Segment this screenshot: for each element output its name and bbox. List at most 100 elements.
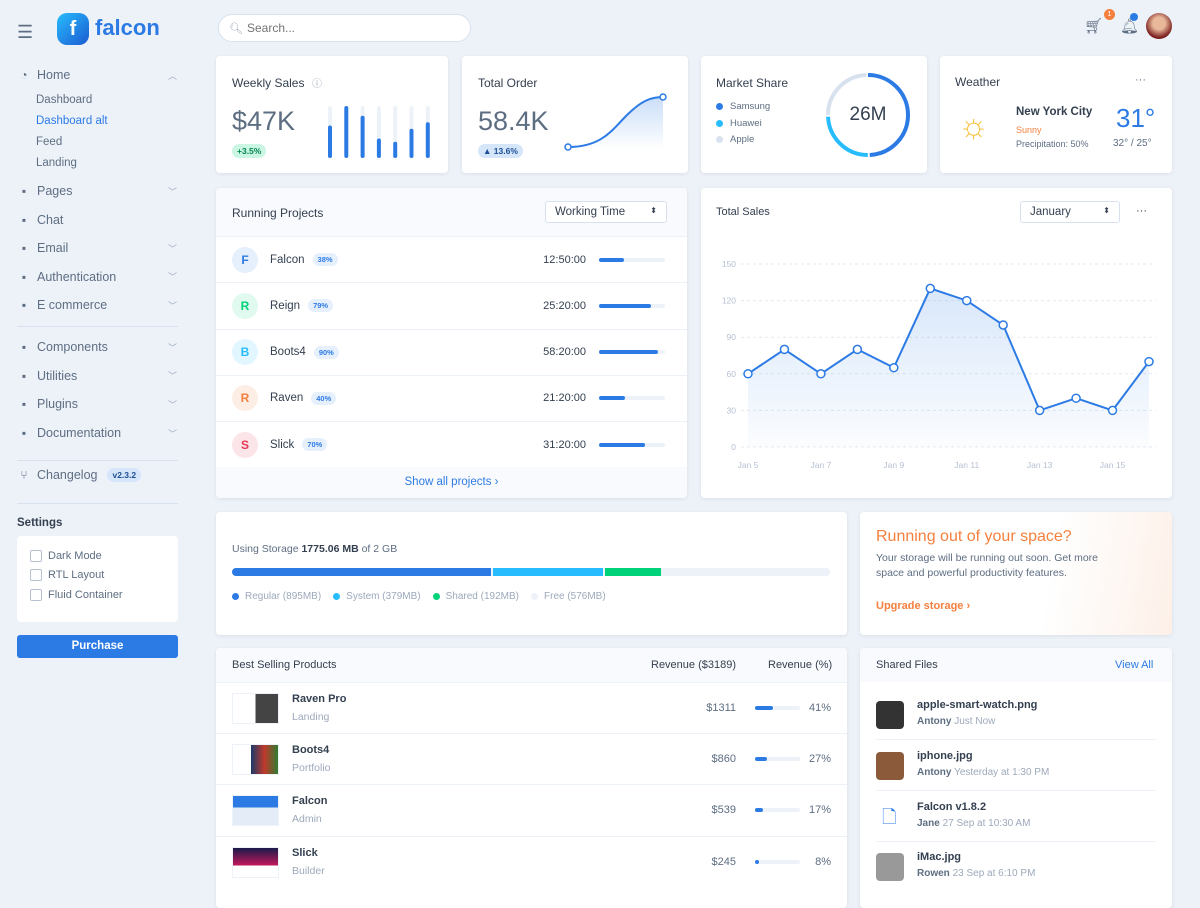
storage-legend-item: Regular (895MB) [232, 591, 321, 602]
sales-point[interactable] [889, 362, 899, 373]
project-row[interactable]: S Slick 70% 31:20:00 [216, 421, 687, 467]
storage-used: 1775.06 MB [301, 543, 359, 555]
sales-point[interactable] [1034, 405, 1045, 416]
setting-dark-mode[interactable]: Dark Mode [30, 546, 165, 566]
sidebar-item-authentication[interactable]: ▪ Authentication ﹀ [17, 270, 177, 284]
shared-file-row[interactable]: iMac.jpg Rowen 23 Sep at 6:10 PM [876, 841, 1156, 892]
sidebar-item-label: Changelog [37, 468, 98, 482]
project-time: 31:20:00 [543, 438, 586, 451]
avatar[interactable] [1146, 13, 1172, 39]
shared-file-row[interactable]: 🗋︎ Falcon v1.8.2 Jane 27 Sep at 10:30 AM [876, 791, 1156, 842]
sidebar-sub-dashboard-alt[interactable]: Dashboard alt [36, 115, 108, 127]
search-box[interactable]: 🔍︎ [218, 14, 471, 42]
checkbox[interactable] [30, 549, 42, 562]
file-name[interactable]: iMac.jpg [917, 851, 962, 864]
storage-legend: Regular (895MB) System (379MB) Shared (192… [232, 591, 606, 602]
sidebar-item-utilities[interactable]: ▪ Utilities ﹀ [17, 369, 177, 383]
sales-point[interactable] [998, 320, 1008, 330]
column-header-revenue[interactable]: Revenue ($3189) [651, 659, 737, 671]
sales-point[interactable] [816, 369, 826, 379]
more-options-icon[interactable]: ··· [1136, 205, 1147, 217]
product-row[interactable]: Raven Pro Landing $1311 41% [216, 682, 847, 733]
product-revenue-bar [755, 859, 800, 864]
column-header-revenue-pct[interactable]: Revenue (%) [768, 659, 833, 671]
legend-item: Samsung [716, 101, 770, 112]
view-all-link[interactable]: View All [1115, 659, 1154, 671]
product-name[interactable]: Slick [292, 846, 318, 859]
cart-count-badge: 1 [1104, 9, 1115, 20]
sales-point[interactable] [1071, 393, 1081, 403]
product-type: Admin [292, 813, 322, 826]
sidebar-item-chat[interactable]: ▪ Chat [17, 213, 177, 227]
sidebar-sub-landing[interactable]: Landing [36, 157, 77, 169]
sidebar-item-plugins[interactable]: ▪ Plugins ﹀ [17, 397, 177, 411]
product-name[interactable]: Falcon [292, 795, 328, 808]
legend-label: Free (576MB) [544, 591, 606, 602]
project-row[interactable]: R Reign 79% 25:20:00 [216, 282, 687, 328]
project-avatar: F [232, 246, 258, 273]
search-input[interactable] [246, 21, 447, 35]
weather-temp: 31° [1116, 103, 1156, 133]
sidebar-item-home[interactable]: ◔ Home ︿ [17, 68, 177, 82]
month-select[interactable]: January ⬍ [1020, 201, 1120, 223]
cart-icon[interactable]: 🛒︎ [1084, 18, 1102, 35]
project-row[interactable]: R Raven 40% 21:20:00 [216, 374, 687, 421]
shared-file-row[interactable]: iphone.jpg Antony Yesterday at 1:30 PM [876, 740, 1156, 791]
more-options-icon[interactable]: ··· [1135, 74, 1146, 86]
sidebar-item-changelog[interactable]: ⑂ Changelog v2.3.2 [17, 468, 177, 482]
bell-icon[interactable]: 🔔︎ [1120, 18, 1140, 35]
checkbox[interactable] [30, 588, 42, 601]
project-avatar: R [232, 292, 258, 319]
upgrade-storage-link[interactable]: Upgrade storage › [876, 600, 971, 612]
storage-segment [663, 568, 830, 576]
sidebar-sub-feed[interactable]: Feed [36, 136, 63, 148]
sidebar-item-pages[interactable]: ▪ Pages ﹀ [17, 184, 177, 198]
sales-point[interactable] [743, 369, 753, 379]
setting-rtl-layout[interactable]: RTL Layout [30, 566, 165, 586]
sales-point[interactable] [852, 344, 863, 355]
file-name[interactable]: apple-smart-watch.png [917, 699, 1038, 711]
project-name: Boots4 [270, 346, 306, 359]
product-row[interactable]: Slick Builder $245 8% [216, 835, 847, 887]
product-row[interactable]: Boots4 Portfolio $860 27% [216, 733, 847, 784]
product-name[interactable]: Raven Pro [292, 693, 347, 705]
brand-name[interactable]: falcon [95, 15, 160, 40]
project-name: Raven [270, 392, 304, 405]
sales-point[interactable] [779, 344, 790, 355]
sidebar-sub-dashboard[interactable]: Dashboard [36, 94, 93, 106]
falcon-logo-icon[interactable]: f [57, 13, 89, 45]
weekly-sales-card: Weekly Sales ⓘ $47K +3.5% [216, 56, 448, 173]
file-name[interactable]: Falcon v1.8.2 [917, 800, 987, 813]
sidebar-item-email[interactable]: ▪ Email ﹀ [17, 241, 177, 255]
sales-point[interactable] [1107, 405, 1118, 416]
menu-toggle-icon[interactable]: ☰ [17, 22, 34, 42]
x-tick-label: Jan 11 [954, 460, 979, 470]
help-icon[interactable]: ⓘ [312, 79, 322, 90]
project-row[interactable]: F Falcon 38% 12:50:00 [216, 236, 687, 282]
product-revenue: $1311 [706, 702, 736, 714]
sidebar-item-label: Home [37, 68, 71, 82]
purchase-button[interactable]: Purchase [17, 635, 178, 658]
sidebar-item-label: E commerce [37, 298, 108, 312]
product-row[interactable]: Falcon Admin $539 17% [216, 784, 847, 835]
file-icon: 🗋︎ [882, 806, 897, 827]
sidebar-item-components[interactable]: ▪ Components ﹀ [17, 340, 177, 354]
sales-point[interactable] [1144, 356, 1154, 367]
working-time-select[interactable]: Working Time ⬍ [545, 201, 667, 223]
project-row[interactable]: B Boots4 90% 58:20:00 [216, 328, 687, 375]
sidebar-item-label: Chat [37, 212, 64, 227]
sales-point[interactable] [961, 295, 972, 306]
setting-label: RTL Layout [48, 569, 105, 582]
sidebar-item-label: Pages [37, 184, 73, 198]
checkbox[interactable] [30, 569, 42, 582]
product-type: Portfolio [292, 762, 331, 775]
notification-dot [1130, 13, 1138, 21]
product-name[interactable]: Boots4 [292, 744, 330, 757]
setting-fluid-container[interactable]: Fluid Container [30, 585, 165, 605]
sidebar-item-documentation[interactable]: ▪ Documentation ﹀ [17, 426, 177, 440]
shared-file-row[interactable]: apple-smart-watch.png Antony Just Now [876, 689, 1156, 740]
file-name[interactable]: iphone.jpg [917, 749, 973, 762]
sales-point[interactable] [925, 283, 936, 294]
sidebar-item-e-commerce[interactable]: ▪ E commerce ﹀ [17, 298, 177, 312]
show-all-projects-link[interactable]: Show all projects › [216, 467, 687, 498]
